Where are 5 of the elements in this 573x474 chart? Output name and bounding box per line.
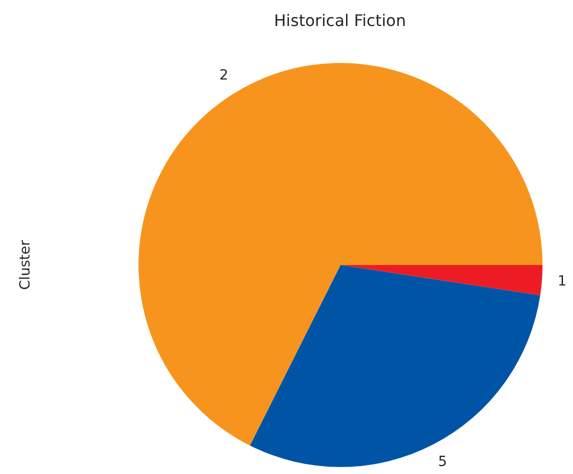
slice-label: 5 <box>438 454 448 470</box>
slice-label: 1 <box>558 273 567 290</box>
text: Cluster <box>18 240 34 290</box>
chart-title: Historical Fiction <box>274 11 406 30</box>
slice-label: 2 <box>219 68 228 84</box>
